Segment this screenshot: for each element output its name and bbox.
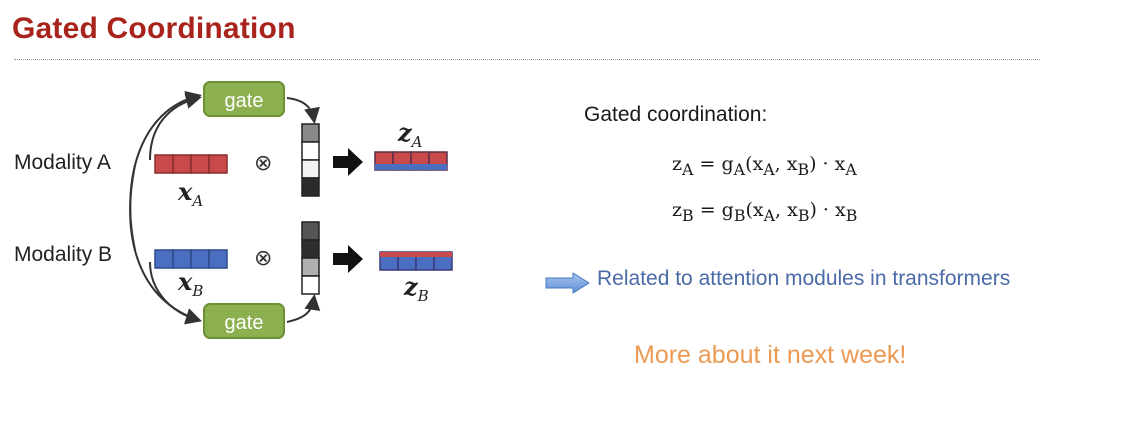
otimes-operator-a: ⊗ — [254, 151, 273, 176]
arrow-b-to-bottom-gate — [149, 261, 202, 325]
input-vector-b — [154, 249, 228, 269]
input-vector-a — [154, 154, 228, 174]
output-vector-b — [379, 251, 453, 271]
equation-z-b: zB = gB(xA, xB) · xB — [672, 199, 857, 225]
bold-arrow-b — [333, 245, 363, 273]
equation-z-b-text: zB = gB(xA, xB) · xB — [672, 199, 858, 225]
bold-arrow-a — [333, 148, 363, 176]
gate-bottom: gate — [203, 303, 285, 339]
equation-z-a: zA = gA(xA, xB) · xA — [672, 153, 857, 179]
related-note: Related to attention modules in transfor… — [597, 267, 1011, 290]
output-a-letter: z — [398, 118, 412, 147]
input-a-subscript: A — [192, 191, 204, 210]
output-b-subscript: B — [417, 286, 429, 305]
connector-arrows — [129, 91, 321, 325]
equation-z-a-text: zA = gA(xA, xB) · xA — [672, 153, 857, 179]
modality-b-label: Modality B — [14, 243, 113, 266]
gate-mask-b — [301, 221, 320, 295]
slide-title: Gated Coordination — [12, 12, 296, 45]
output-b-letter: z — [404, 272, 418, 301]
equations-heading: Gated coordination: — [584, 103, 768, 126]
output-a-subscript: A — [411, 132, 423, 151]
output-b-label: zB — [404, 272, 429, 305]
output-a-label: zA — [398, 118, 422, 151]
input-a-label: xA — [178, 177, 203, 210]
gate-mask-a — [301, 123, 320, 197]
output-vector-a — [374, 151, 448, 171]
input-b-label: xB — [178, 267, 203, 300]
arrow-top-gate-to-mask — [286, 97, 320, 124]
input-a-letter: x — [178, 177, 193, 206]
gate-top: gate — [203, 81, 285, 117]
input-b-subscript: B — [192, 281, 204, 300]
otimes-operator-b: ⊗ — [254, 246, 273, 271]
modality-a-label: Modality A — [14, 151, 111, 174]
related-arrow-icon — [545, 272, 590, 294]
input-b-letter: x — [178, 267, 193, 296]
arrow-a-to-top-gate — [149, 93, 202, 161]
arrow-bottom-gate-to-mask — [286, 294, 321, 323]
title-divider — [14, 59, 1040, 60]
next-week-note: More about it next week! — [634, 341, 907, 369]
